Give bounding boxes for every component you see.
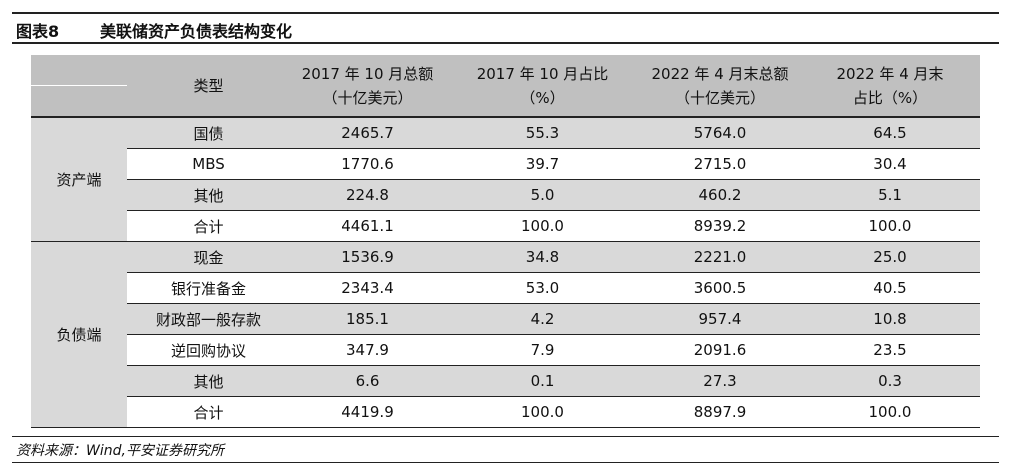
group-label: 资产端 xyxy=(31,117,127,242)
row-label: 逆回购协议 xyxy=(127,334,290,366)
figure-caption: 美联储资产负债表结构变化 xyxy=(100,22,293,41)
group-label: 负债端 xyxy=(31,241,127,428)
table-cell: 2465.7 xyxy=(290,117,445,149)
table-row: 合计 4419.9 100.0 8897.9 100.0 xyxy=(31,396,980,428)
column-header: 类型 xyxy=(127,55,290,117)
row-label: 合计 xyxy=(127,210,290,242)
table-cell: 6.6 xyxy=(290,365,445,397)
table-cell: 185.1 xyxy=(290,303,445,335)
column-header: 2017 年 10 月占比（%） xyxy=(445,55,640,117)
table-cell: 4.2 xyxy=(445,303,640,335)
table-cell: 460.2 xyxy=(640,179,800,211)
header-blank xyxy=(31,55,127,117)
balance-sheet-table: 类型 2017 年 10 月总额（十亿美元） 2017 年 10 月占比（%） 202… xyxy=(31,55,980,428)
row-label: 国债 xyxy=(127,117,290,149)
table-row: 负债端 现金 1536.9 34.8 2221.0 25.0 xyxy=(31,241,980,428)
title-rule xyxy=(12,42,999,44)
table-row: 合计 4461.1 100.0 8939.2 100.0 xyxy=(31,210,980,242)
table-cell: 100.0 xyxy=(445,210,640,242)
table-cell: 5.0 xyxy=(445,179,640,211)
source-note: 资料来源：Wind,平安证券研究所 xyxy=(16,443,224,459)
table-row: 其他 224.8 5.0 460.2 5.1 xyxy=(31,179,980,211)
table-cell: 0.3 xyxy=(800,365,980,397)
table-cell: 100.0 xyxy=(800,396,980,428)
table-row: 逆回购协议 347.9 7.9 2091.6 23.5 xyxy=(31,334,980,366)
table-row: MBS 1770.6 39.7 2715.0 30.4 xyxy=(31,148,980,180)
column-header-text: 2017 年 10 月占比（%） xyxy=(476,64,609,107)
table-cell: 30.4 xyxy=(800,148,980,180)
source-bottom-rule xyxy=(12,462,999,463)
row-label: 合计 xyxy=(127,396,290,428)
column-header: 2022 年 4 月末占比（%） xyxy=(800,55,980,117)
row-label: 财政部一般存款 xyxy=(127,303,290,335)
table-cell: 100.0 xyxy=(445,396,640,428)
column-header-text: 2017 年 10 月总额（十亿美元） xyxy=(301,64,434,107)
table-cell: 957.4 xyxy=(640,303,800,335)
row-label: 其他 xyxy=(127,365,290,397)
table-cell: 55.3 xyxy=(445,117,640,149)
table-cell: 25.0 xyxy=(800,241,980,273)
column-header-text: 2022 年 4 月末总额（十亿美元） xyxy=(651,64,789,107)
table-cell: 53.0 xyxy=(445,272,640,304)
row-label: MBS xyxy=(127,148,290,180)
table-cell: 40.5 xyxy=(800,272,980,304)
column-header-text: 类型 xyxy=(193,76,224,95)
header-row: 类型 2017 年 10 月总额（十亿美元） 2017 年 10 月占比（%） 202… xyxy=(31,55,980,117)
table-cell: 39.7 xyxy=(445,148,640,180)
table-cell: 8897.9 xyxy=(640,396,800,428)
table-cell: 224.8 xyxy=(290,179,445,211)
column-header: 2022 年 4 月末总额（十亿美元） xyxy=(640,55,800,117)
table-row: 财政部一般存款 185.1 4.2 957.4 10.8 xyxy=(31,303,980,335)
top-rule xyxy=(12,12,999,14)
row-label: 现金 xyxy=(127,241,290,273)
table-cell: 5.1 xyxy=(800,179,980,211)
table-cell: 2091.6 xyxy=(640,334,800,366)
table-cell: 64.5 xyxy=(800,117,980,149)
table-row: 资产端 国债 2465.7 55.3 5764.0 64.5 xyxy=(31,117,980,242)
column-header-text: 2022 年 4 月末占比（%） xyxy=(836,64,944,107)
table-cell: 1536.9 xyxy=(290,241,445,273)
column-header: 2017 年 10 月总额（十亿美元） xyxy=(290,55,445,117)
row-label: 其他 xyxy=(127,179,290,211)
table-cell: 3600.5 xyxy=(640,272,800,304)
table-cell: 347.9 xyxy=(290,334,445,366)
table-cell: 27.3 xyxy=(640,365,800,397)
table-cell: 10.8 xyxy=(800,303,980,335)
table-cell: 23.5 xyxy=(800,334,980,366)
table-cell: 2343.4 xyxy=(290,272,445,304)
table-cell: 8939.2 xyxy=(640,210,800,242)
table-cell: 100.0 xyxy=(800,210,980,242)
table-cell: 4461.1 xyxy=(290,210,445,242)
table-cell: 2221.0 xyxy=(640,241,800,273)
row-label: 银行准备金 xyxy=(127,272,290,304)
table-cell: 5764.0 xyxy=(640,117,800,149)
table-cell: 4419.9 xyxy=(290,396,445,428)
table-row: 其他 6.6 0.1 27.3 0.3 xyxy=(31,365,980,397)
table-row: 银行准备金 2343.4 53.0 3600.5 40.5 xyxy=(31,272,980,304)
table-cell: 2715.0 xyxy=(640,148,800,180)
table-cell: 34.8 xyxy=(445,241,640,273)
table-cell: 1770.6 xyxy=(290,148,445,180)
figure-title: 图表8 美联储资产负债表结构变化 xyxy=(16,18,292,42)
source-top-rule xyxy=(12,436,999,437)
table-cell: 7.9 xyxy=(445,334,640,366)
figure-number: 图表8 xyxy=(16,22,60,41)
table-cell: 0.1 xyxy=(445,365,640,397)
